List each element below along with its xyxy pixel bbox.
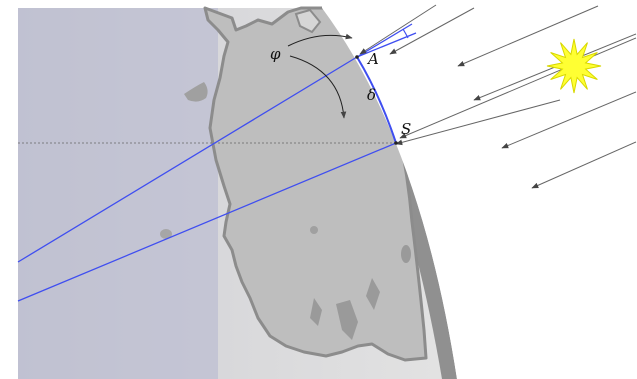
phi-arc-lower — [289, 55, 347, 119]
lake-detail — [184, 82, 208, 102]
sun-ray — [501, 91, 637, 149]
oasis-dot-2 — [310, 226, 318, 234]
sun-ray — [531, 141, 637, 189]
sun-ray — [389, 7, 475, 55]
sun-ray — [457, 5, 599, 67]
sun-icon — [546, 38, 602, 94]
angle-marker-a — [402, 28, 409, 39]
oasis-dot — [160, 229, 172, 239]
radius-line-s — [17, 142, 397, 302]
ray-at-a — [356, 32, 417, 58]
sun-rays — [359, 4, 637, 189]
radius-line-a — [17, 56, 358, 263]
oasis-dot-3 — [401, 245, 411, 263]
label-phi: φ — [270, 45, 281, 63]
sun-ray — [359, 4, 437, 55]
label-a: A — [366, 50, 379, 68]
sun-ray — [395, 99, 561, 146]
point-s-marker — [394, 141, 398, 145]
label-s: S — [401, 120, 411, 138]
nile-delta-detail — [294, 8, 322, 34]
arc-delta — [356, 56, 397, 144]
left-shade — [18, 8, 218, 379]
gulf-detail — [310, 278, 380, 340]
sky-region — [322, 0, 637, 379]
sun-ray — [399, 37, 637, 139]
phi-arc-upper — [287, 33, 353, 47]
point-a-marker — [355, 55, 359, 59]
label-delta: δ — [367, 86, 376, 104]
